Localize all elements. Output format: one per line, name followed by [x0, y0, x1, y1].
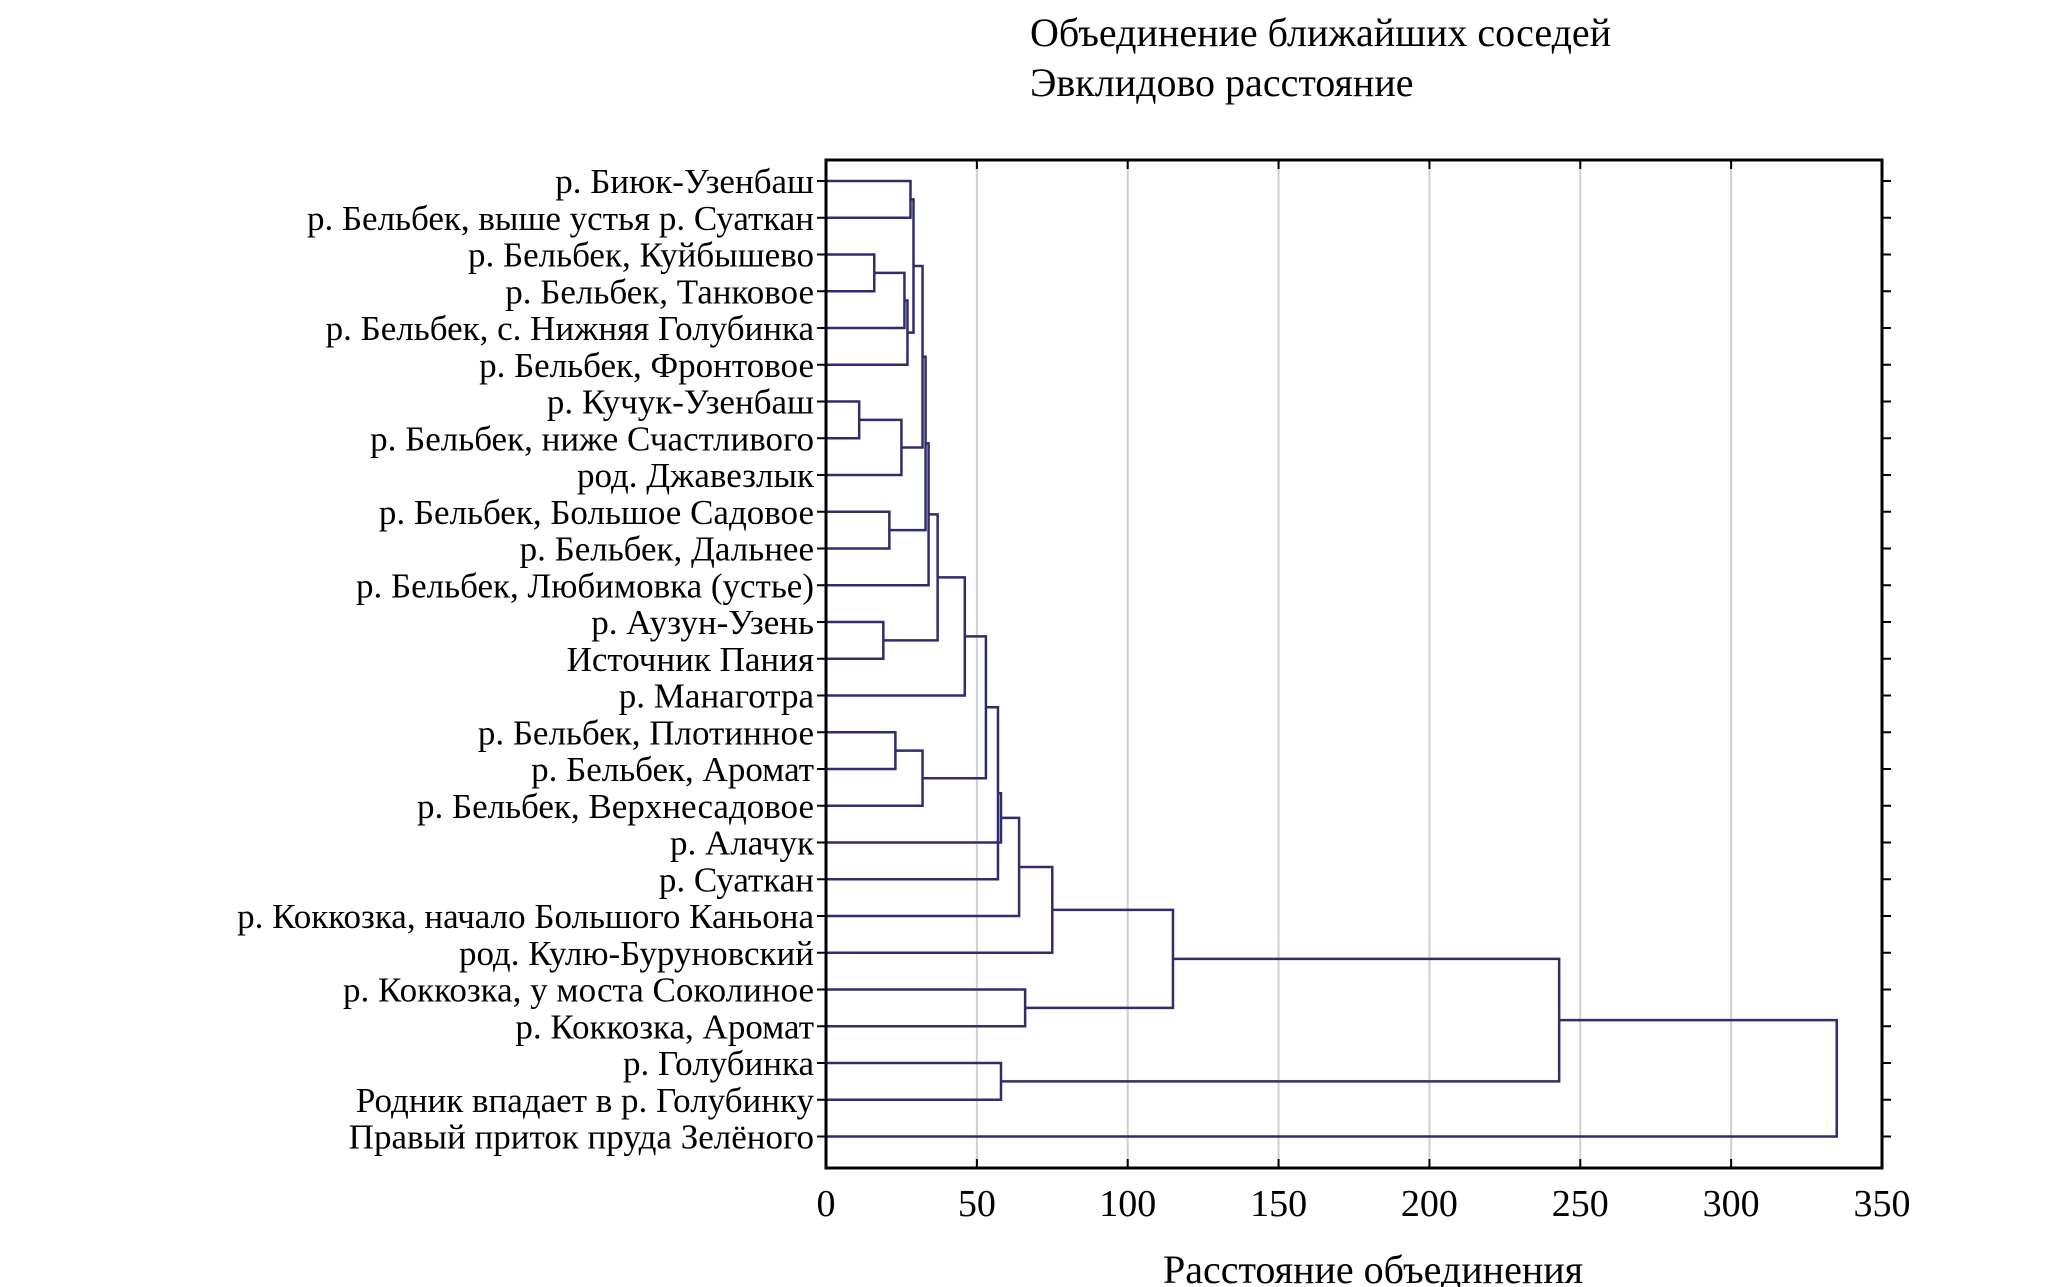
leaf-label: р. Коккозка, у моста Соколиное [343, 971, 814, 1010]
dendrogram-link [883, 513, 939, 642]
dendrogram-link [826, 1061, 1003, 1101]
dendrogram-link [907, 198, 915, 334]
leaf-label: р. Бельбек, Фронтовое [479, 346, 814, 385]
leaf-label: р. Бельбек, Танковое [505, 272, 814, 311]
dendrogram-link [826, 400, 861, 440]
leaf-label: Источник Пания [567, 640, 814, 679]
dendrogram-link [826, 988, 1027, 1028]
leaf-label: Родник впадает в р. Голубинку [356, 1081, 815, 1120]
dendrogram-link [826, 299, 909, 366]
dendrogram-link [826, 253, 876, 293]
x-tick-label: 200 [1401, 1183, 1458, 1225]
x-tick-label: 350 [1854, 1183, 1911, 1225]
dendrogram-link [1000, 957, 1561, 1083]
dendrogram-link [826, 442, 930, 587]
chart-subtitle: Эвклидово расстояние [1030, 60, 1413, 105]
leaf-label: р. Бельбек, выше устья р. Суаткан [307, 199, 814, 238]
dendrogram-link [826, 620, 885, 660]
dendrogram-link [826, 816, 1021, 918]
x-tick-label: 50 [958, 1183, 996, 1225]
dendrogram-link [889, 355, 927, 532]
leaf-label: р. Бельбек, Большое Садовое [379, 493, 814, 532]
x-tick-label: 0 [817, 1183, 836, 1225]
grid-lines [975, 160, 1733, 1168]
leaf-label: р. Коккозка, начало Большого Каньона [237, 897, 814, 936]
leaf-label: р. Бельбек, ниже Счастливого [370, 419, 814, 458]
leaf-label: р. Голубинка [623, 1044, 814, 1083]
leaf-label: р. Алачук [670, 824, 815, 863]
leaf-label: р. Кучук-Узенбаш [547, 383, 814, 422]
dendrogram-link [826, 792, 1003, 844]
leaf-label: р. Бельбек, Любимовка (устье) [356, 566, 814, 605]
leaf-label: р. Бельбек, Куйбышево [468, 236, 814, 275]
dendrogram-link [826, 179, 912, 219]
leaf-label: р. Бельбек, с. Нижняя Голубинка [326, 309, 815, 348]
dendrogram-link [1025, 908, 1175, 1010]
leaf-label: р. Манаготра [619, 677, 815, 716]
dendrogram-link [826, 418, 903, 477]
dendrogram-link [826, 271, 906, 330]
leaf-label: р. Коккозка, Аромат [515, 1007, 814, 1046]
leaf-label: р. Бельбек, Верхнесадовое [417, 787, 814, 826]
leaf-label: р. Бельбек, Дальнее [520, 530, 814, 569]
chart-title: Объединение ближайших соседей [1030, 10, 1611, 55]
x-axis-title: Расстояние объединения [1163, 1247, 1583, 1287]
dendrogram-link [826, 731, 897, 771]
x-tick-label: 250 [1552, 1183, 1609, 1225]
leaf-label: р. Аузун-Узень [591, 603, 814, 642]
leaf-label: род. Джавезлык [577, 456, 815, 495]
x-tick-label: 150 [1250, 1183, 1307, 1225]
plot-frame [824, 158, 1884, 1170]
dendrogram-link [826, 749, 924, 807]
x-tick-label: 300 [1703, 1183, 1760, 1225]
dendrogram-link [826, 510, 891, 550]
leaf-label: р. Бельбек, Плотинное [478, 713, 814, 752]
dendrogram-link [826, 576, 967, 697]
leaf-label: р. Бельбек, Аромат [531, 750, 814, 789]
dendrogram-link [826, 1018, 1838, 1138]
axis-ticks [817, 160, 1891, 1168]
leaf-label: род. Кулю-Буруновский [459, 934, 814, 973]
dendrogram-link [826, 706, 1000, 881]
dendrogram-links [826, 179, 1838, 1138]
leaf-label: р. Биюк-Узенбаш [555, 162, 814, 201]
x-tick-labels: 0 50 100 150 200 250 300 350 [817, 1183, 1911, 1225]
leaf-label: р. Суаткан [659, 860, 814, 899]
leaf-label: Правый приток пруда Зелёного [349, 1118, 814, 1157]
x-tick-label: 100 [1099, 1183, 1156, 1225]
